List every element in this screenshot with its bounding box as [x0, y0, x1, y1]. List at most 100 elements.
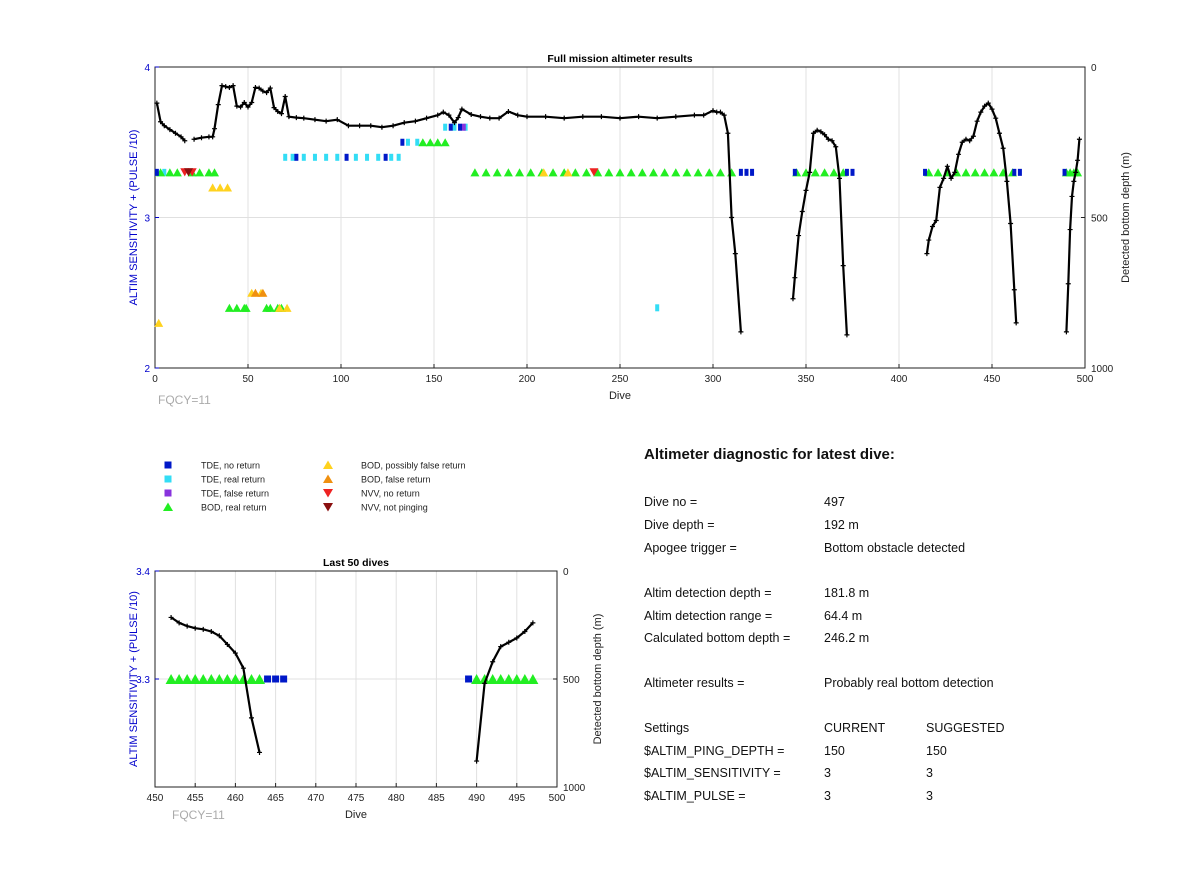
chart-0-bottom-depth-point	[803, 187, 809, 193]
diag-value-dive-depth: 192 m	[824, 518, 859, 532]
chart-0-xtick-label: 150	[426, 374, 443, 385]
chart-0-bottom-depth-point	[1069, 193, 1075, 199]
chart-0-bottom-depth-point	[167, 127, 173, 133]
chart-0-bod-real-return-marker	[970, 168, 980, 177]
chart-0-bottom-depth-point	[844, 332, 850, 338]
legend-tde-false-return-label: TDE, false return	[201, 489, 269, 499]
chart-0-bottom-depth-point	[455, 115, 461, 121]
chart-0-bod-real-return-marker	[241, 303, 251, 312]
chart-0-bottom-depth-point	[836, 175, 842, 181]
chart-1-tde-no-return-marker	[272, 675, 280, 683]
legend-tde-no-return-label: TDE, no return	[201, 461, 260, 471]
chart-0-bottom-depth-point	[264, 90, 270, 96]
legend-tde-real-return-label: TDE, real return	[201, 475, 265, 485]
chart-0-bod-real-return-marker	[440, 138, 450, 147]
chart-0-bottom-depth-point	[172, 130, 178, 136]
chart-0-bod-real-return-marker	[503, 168, 513, 177]
legend-nvv-not-pinging-label: NVV, not pinging	[361, 503, 428, 513]
settings-header-label: Settings	[644, 721, 690, 735]
chart-1-y2tick-label: 500	[563, 675, 580, 686]
chart-0-bottom-depth-point	[1008, 221, 1014, 227]
chart-1-bod-real-return-marker	[165, 674, 177, 684]
chart-0-tde-no-return-marker	[383, 153, 388, 161]
chart-0-bottom-depth-point	[238, 104, 244, 110]
chart-0-bottom-depth-point	[1076, 136, 1082, 142]
chart-0-bottom-depth-point	[161, 123, 167, 129]
chart-0-bottom-depth-point	[673, 114, 679, 120]
chart-0-bottom-depth-point	[1071, 178, 1077, 184]
diag-label-altim-detection-depth: Altim detection depth =	[644, 586, 772, 600]
chart-0-tde-real-return-marker	[301, 153, 306, 161]
chart-0-bod-real-return-marker	[829, 168, 839, 177]
chart-0-bod-real-return-marker	[526, 168, 536, 177]
chart-0-bottom-depth-point	[524, 114, 530, 120]
chart-0-bod-real-return-marker	[515, 168, 525, 177]
chart-0-bottom-depth-point	[810, 130, 816, 136]
chart-0-tde-no-return-marker	[738, 168, 743, 176]
chart-1-tde-no-return-marker	[465, 675, 473, 683]
chart-1-bottom-depth-point	[498, 644, 504, 650]
chart-1-bottom-depth-point	[482, 680, 488, 686]
chart-0-bod-real-return-marker	[433, 138, 443, 147]
chart-0-bottom-depth-point	[301, 115, 307, 121]
chart-0-bottom-depth-point	[580, 114, 586, 120]
chart-0-bottom-depth-point	[970, 133, 976, 139]
chart-0-bottom-depth-point	[212, 126, 218, 132]
chart-1-bottom-depth-point	[176, 620, 182, 626]
chart-0-bod-real-return-marker	[172, 168, 182, 177]
chart-0-bottom-depth-point	[451, 120, 457, 126]
chart-0-bod-real-return-marker	[810, 168, 820, 177]
chart-0-title: Full mission altimeter results	[547, 53, 692, 65]
chart-1-bod-real-return-marker	[527, 674, 539, 684]
chart-1-bod-real-return-marker	[205, 674, 217, 684]
chart-1-xtick-label: 455	[187, 793, 204, 804]
chart-0-bottom-depth-point	[199, 135, 204, 141]
chart-0-bod-possibly-false-marker	[208, 183, 218, 192]
chart-0-bottom-depth-point	[424, 115, 430, 121]
chart-0-bottom-depth-point	[182, 138, 188, 144]
chart-1-ylabel: ALTIM SENSITIVITY + (PULSE /10)	[128, 591, 140, 767]
chart-0-bottom-depth-point	[435, 112, 441, 118]
chart-0-bod-real-return-marker	[961, 168, 971, 177]
setting-current-pulse: 3	[824, 789, 831, 803]
chart-0-bottom-depth-point	[978, 109, 984, 115]
chart-0-bottom-depth-point	[1067, 227, 1073, 233]
chart-0-bottom-depth-point	[729, 215, 735, 220]
settings-header-suggested: SUGGESTED	[926, 721, 1005, 735]
chart-1-bottom-depth-point	[474, 758, 480, 764]
chart-1-bottom-depth-point	[200, 626, 206, 632]
chart-0-tde-no-return-marker	[923, 168, 928, 176]
chart-0-bottom-depth-point	[226, 84, 232, 90]
chart-1-bod-real-return-marker	[487, 674, 499, 684]
chart-0-ytick-label: 2	[144, 364, 150, 375]
chart-0-bod-real-return-marker	[604, 168, 614, 177]
chart-0-bod-real-return-marker	[820, 168, 830, 177]
chart-0-bottom-depth-point	[799, 208, 805, 214]
chart-1-bod-real-return-marker	[519, 674, 531, 684]
chart-0-bottom-depth-point	[390, 123, 396, 129]
chart-1-y2tick-label: 1000	[563, 783, 586, 794]
setting-current-ping-depth: 150	[824, 744, 845, 758]
chart-0-bottom-depth-point	[956, 151, 962, 157]
chart-0-bottom-depth-point	[833, 144, 839, 150]
chart-1-y2label: Detected bottom depth (m)	[592, 614, 604, 745]
chart-0-bottom-depth-point	[252, 84, 258, 90]
diag-value-dive-no: 497	[824, 495, 845, 509]
chart-1-bottom-depth-line	[475, 622, 534, 762]
setting-suggested-sensitivity: 3	[926, 766, 933, 780]
chart-0-bottom-depth-point	[636, 114, 642, 120]
chart-0-bod-possibly-false-marker	[154, 318, 164, 327]
chart-0-bottom-depth-point	[334, 117, 340, 123]
chart-1-ytick-label: 3.3	[136, 675, 150, 686]
chart-0-bottom-depth-point	[985, 100, 991, 106]
setting-label-ping-depth: $ALTIM_PING_DEPTH =	[644, 744, 785, 758]
chart-0-tde-real-return-marker	[376, 153, 381, 161]
chart-0-bottom-depth-point	[245, 104, 251, 110]
legend-tde-no-return-swatch	[164, 461, 172, 469]
chart-1-bottom-depth-point	[506, 639, 512, 645]
chart-0-bod-real-return-marker	[582, 168, 592, 177]
chart-1-xtick-label: 485	[428, 793, 445, 804]
setting-current-sensitivity: 3	[824, 766, 831, 780]
chart-1-bottom-depth-point	[514, 635, 520, 641]
